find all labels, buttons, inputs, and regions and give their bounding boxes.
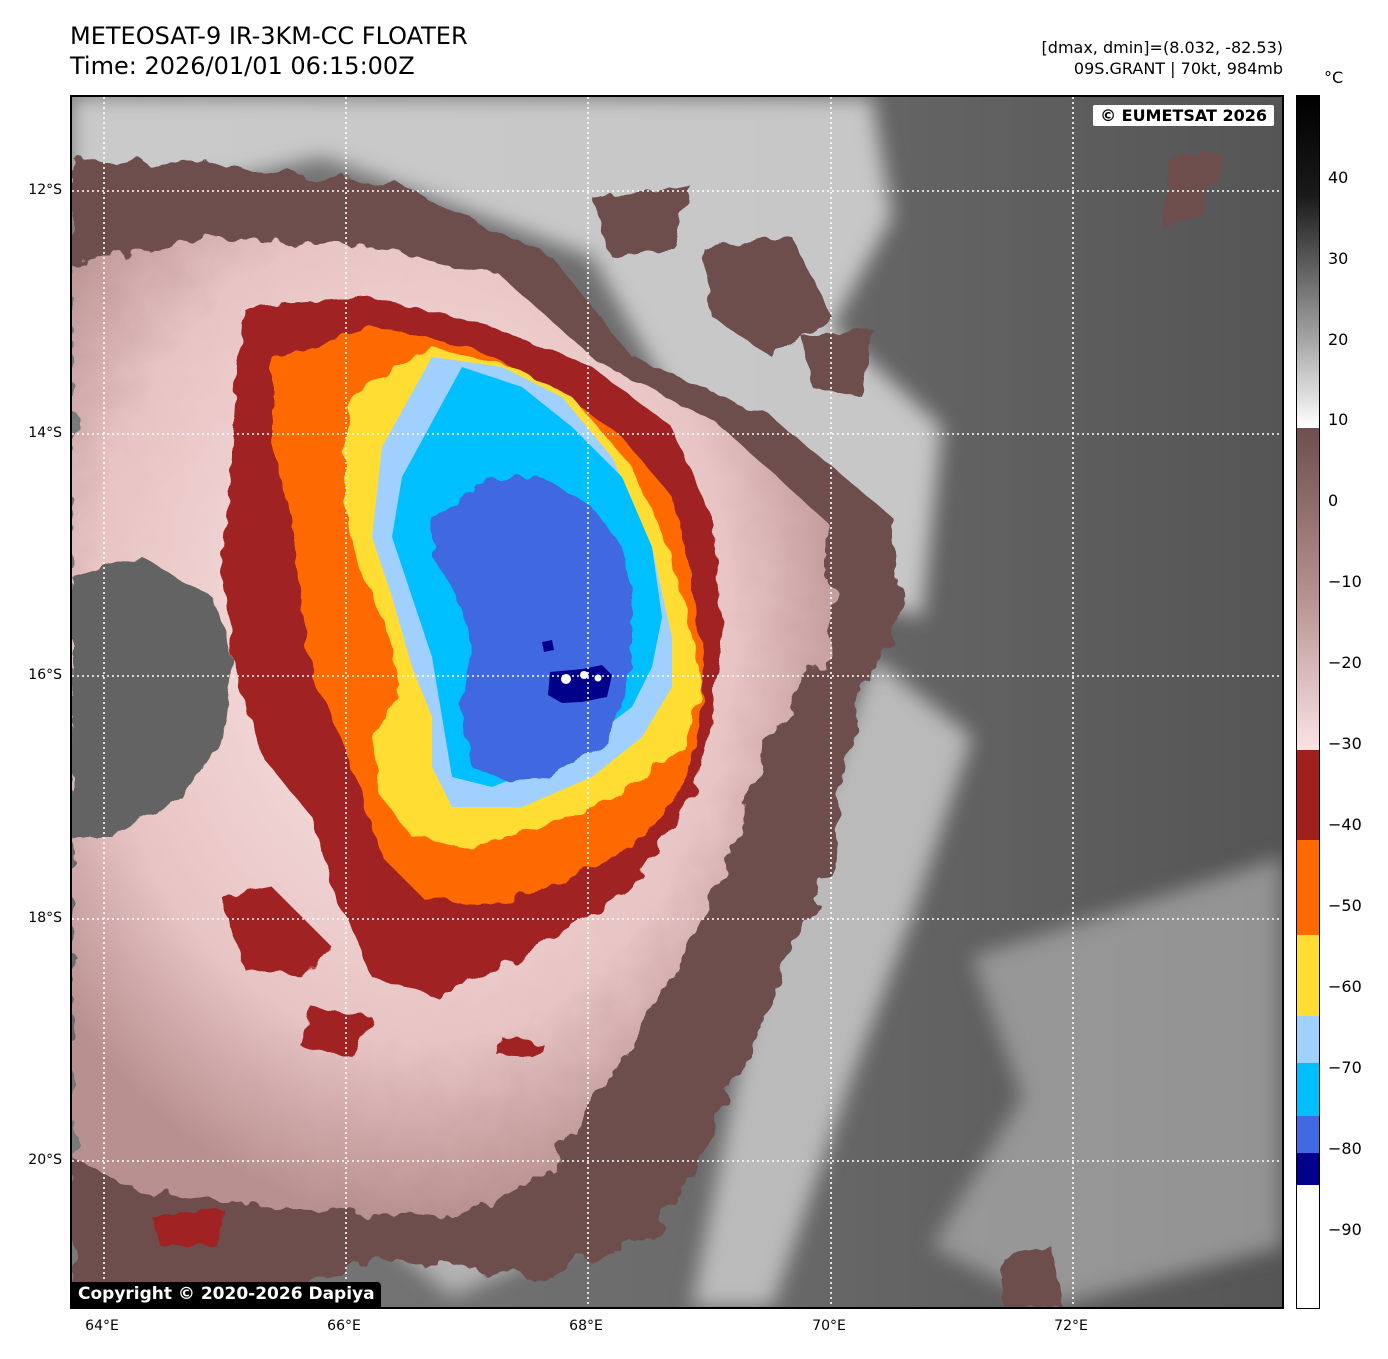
colorbar xyxy=(1296,95,1320,1309)
colorbar-label-minus90: −90 xyxy=(1328,1220,1362,1239)
lon-label-66e: 66°E xyxy=(327,1318,361,1334)
lon-label-72e: 72°E xyxy=(1054,1318,1088,1334)
gray-cloud-gap xyxy=(72,557,232,837)
brown-cloud-cells xyxy=(592,152,1222,1307)
colorbar-label-minus60: −60 xyxy=(1328,977,1362,996)
lat-label-16s: 16°S xyxy=(28,667,62,683)
colorbar-label-30: 30 xyxy=(1328,249,1349,268)
colorbar-label-10: 10 xyxy=(1328,410,1349,429)
colorbar-label-40: 40 xyxy=(1328,168,1349,187)
map-title: METEOSAT-9 IR-3KM-CC FLOATER xyxy=(70,22,468,50)
colorbar-label-minus80: −80 xyxy=(1328,1139,1362,1158)
lat-label-12s: 12°S xyxy=(28,182,62,198)
colorbar-scale xyxy=(1297,96,1319,1308)
storm-info: 09S.GRANT | 70kt, 984mb xyxy=(1073,59,1283,78)
colorbar-label-minus20: −20 xyxy=(1328,653,1362,672)
lat-label-20s: 20°S xyxy=(28,1152,62,1168)
gridlines xyxy=(72,97,1282,1307)
dapiya-credit: Copyright © 2020-2026 Dapiya xyxy=(72,1282,381,1307)
lon-label-64e: 64°E xyxy=(85,1318,119,1334)
lat-label-14s: 14°S xyxy=(28,425,62,441)
colorbar-label-minus10: −10 xyxy=(1328,572,1362,591)
map-time: Time: 2026/01/01 06:15:00Z xyxy=(70,52,415,80)
eumetsat-credit: © EUMETSAT 2026 xyxy=(1093,105,1274,126)
navy-core xyxy=(542,640,612,703)
data-range: [dmax, dmin]=(8.032, -82.53) xyxy=(1041,38,1283,57)
lon-label-68e: 68°E xyxy=(569,1318,603,1334)
satellite-map: © EUMETSAT 2026 Copyright © 2020-2026 Da… xyxy=(70,95,1284,1309)
colorbar-label-minus70: −70 xyxy=(1328,1058,1362,1077)
colorbar-label-minus40: −40 xyxy=(1328,815,1362,834)
colorbar-label-20: 20 xyxy=(1328,330,1349,349)
ir-imagery xyxy=(72,97,1282,1307)
lat-label-18s: 18°S xyxy=(28,910,62,926)
colorbar-label-0: 0 xyxy=(1328,491,1339,510)
colorbar-label-minus30: −30 xyxy=(1328,734,1362,753)
colorbar-label-minus50: −50 xyxy=(1328,896,1362,915)
colorbar-unit: °C xyxy=(1324,68,1344,87)
lon-label-70e: 70°E xyxy=(812,1318,846,1334)
blue-cold-tops xyxy=(432,477,632,782)
